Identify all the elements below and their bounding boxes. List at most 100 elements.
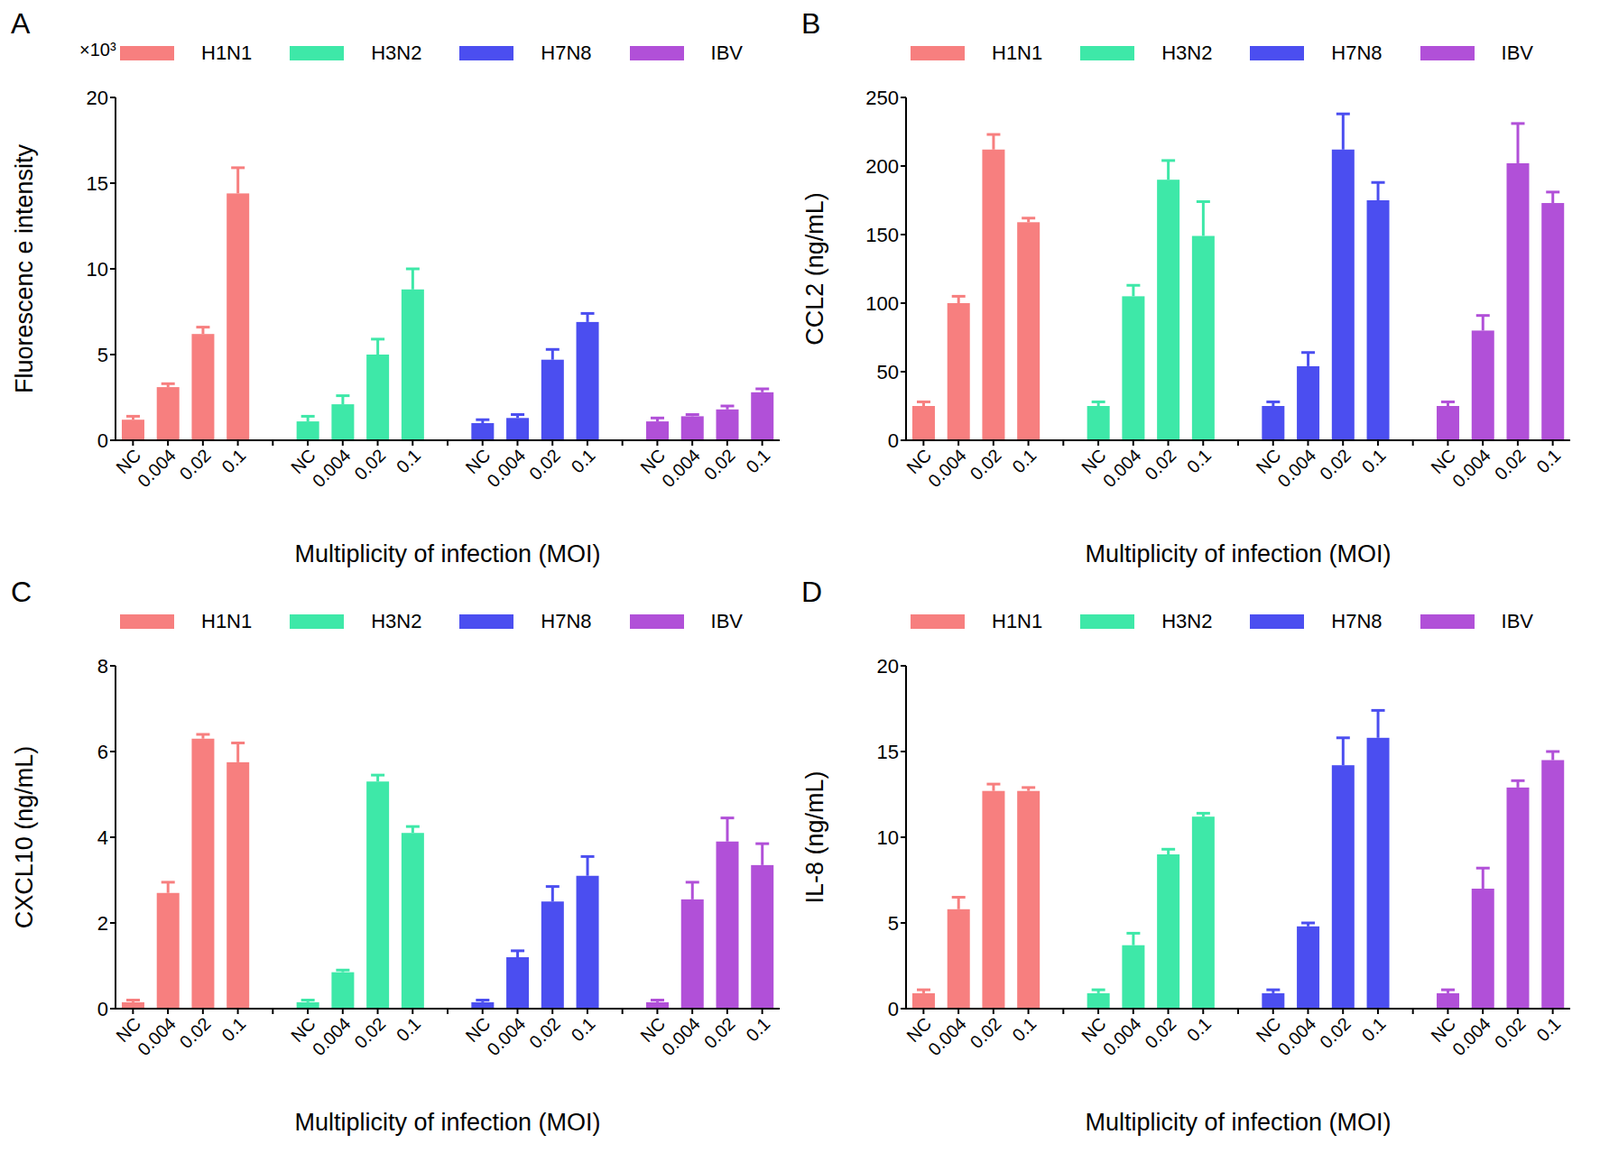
svg-text:0.1: 0.1 [567,1013,600,1046]
svg-text:0.1: 0.1 [392,444,425,477]
html-text:H3N2: H3N2 [1161,41,1213,65]
svg-text:0.004: 0.004 [1099,1013,1146,1060]
svg-text:2: 2 [97,912,109,935]
svg-text:0.1: 0.1 [1532,444,1564,477]
svg-text:0.02: 0.02 [966,444,1006,484]
svg-text:8: 8 [97,655,109,678]
svg-text:Fluorescenc e intensity: Fluorescenc e intensity [10,143,38,394]
svg-text:10: 10 [877,826,899,850]
svg-text:5: 5 [97,343,109,367]
svg-text:0.1: 0.1 [1183,1013,1215,1046]
html-text:H1N1: H1N1 [201,41,253,65]
svg-text:0.1: 0.1 [217,1013,250,1046]
svg-text:0.1: 0.1 [1183,444,1215,477]
svg-text:0.004: 0.004 [1099,444,1146,491]
svg-text:0.02: 0.02 [700,444,740,484]
html-text:H7N8: H7N8 [1331,41,1383,65]
svg-text:NC: NC [1252,1013,1285,1047]
svg-text:0.004: 0.004 [1273,444,1320,491]
svg-text:0: 0 [97,429,109,453]
svg-text:10: 10 [86,258,109,281]
svg-text:0.02: 0.02 [1490,444,1530,484]
svg-text:15: 15 [86,172,109,195]
html-text:H7N8: H7N8 [540,41,592,65]
svg-text:Multiplicity of infection (MOI: Multiplicity of infection (MOI) [294,540,601,568]
svg-text:0.004: 0.004 [924,444,971,491]
svg-text:0.004: 0.004 [133,444,180,491]
svg-text:Multiplicity of infection (MOI: Multiplicity of infection (MOI) [294,1109,601,1137]
html-text:H1N1: H1N1 [991,41,1043,65]
svg-text:200: 200 [865,155,899,178]
svg-text:NC: NC [1077,1013,1110,1047]
svg-text:0.004: 0.004 [1448,1013,1495,1060]
svg-text:0.1: 0.1 [1358,1013,1390,1046]
svg-text:0.004: 0.004 [1273,1013,1320,1060]
svg-text:0.02: 0.02 [1315,444,1355,484]
svg-text:NC: NC [902,1013,936,1047]
svg-text:0.004: 0.004 [657,1013,704,1060]
svg-text:NC: NC [1427,445,1460,478]
svg-text:0.1: 0.1 [1008,1013,1040,1046]
svg-text:0.1: 0.1 [1008,444,1040,477]
svg-text:0.02: 0.02 [525,1013,565,1053]
svg-text:0.02: 0.02 [350,444,389,484]
svg-text:0.02: 0.02 [1490,1013,1530,1053]
svg-text:NC: NC [636,445,669,478]
svg-text:20: 20 [86,86,109,110]
svg-text:150: 150 [865,223,899,247]
svg-text:0.1: 0.1 [392,1013,425,1046]
svg-text:0.004: 0.004 [133,1013,180,1060]
svg-text:0.02: 0.02 [350,1013,389,1053]
svg-text:NC: NC [1077,445,1110,478]
svg-text:6: 6 [97,740,109,764]
svg-text:0: 0 [97,998,109,1021]
svg-text:Multiplicity of infection (MOI: Multiplicity of infection (MOI) [1084,1109,1391,1137]
html-text:H3N2: H3N2 [371,41,422,65]
svg-text:4: 4 [97,826,109,850]
svg-text:NC: NC [286,445,320,478]
svg-text:NC: NC [286,1013,320,1047]
svg-text:NC: NC [636,1013,669,1047]
svg-text:Multiplicity of infection (MOI: Multiplicity of infection (MOI) [1084,540,1391,568]
svg-text:0.1: 0.1 [1358,444,1390,477]
svg-text:0.004: 0.004 [924,1013,971,1060]
svg-text:0.02: 0.02 [966,1013,1006,1053]
svg-text:0.1: 0.1 [217,444,250,477]
svg-text:0.02: 0.02 [1140,444,1180,484]
svg-text:0.004: 0.004 [482,444,529,491]
svg-text:0.004: 0.004 [308,444,355,491]
svg-text:0.004: 0.004 [1448,444,1495,491]
svg-text:0.004: 0.004 [482,1013,529,1060]
svg-text:0.1: 0.1 [741,1013,774,1046]
svg-text:0.004: 0.004 [657,444,704,491]
svg-text:CCL2 (ng/mL): CCL2 (ng/mL) [801,192,829,346]
svg-text:0: 0 [887,998,899,1021]
svg-text:NC: NC [461,445,495,478]
svg-text:0.02: 0.02 [1315,1013,1355,1053]
svg-text:NC: NC [1427,1013,1460,1047]
svg-text:15: 15 [877,740,899,764]
svg-text:NC: NC [112,1013,145,1047]
svg-text:NC: NC [112,445,145,478]
html-text:IBV: IBV [710,41,743,65]
svg-text:0.1: 0.1 [567,444,600,477]
svg-text:50: 50 [877,360,899,384]
svg-text:0.004: 0.004 [308,1013,355,1060]
svg-text:20: 20 [877,655,899,678]
svg-text:CXCL10 (ng/mL): CXCL10 (ng/mL) [10,746,38,930]
svg-text:100: 100 [865,292,899,315]
svg-text:0.02: 0.02 [525,444,565,484]
svg-text:NC: NC [902,445,936,478]
svg-text:NC: NC [461,1013,495,1047]
svg-text:5: 5 [887,912,899,935]
svg-text:0.02: 0.02 [175,1013,215,1053]
svg-text:0.02: 0.02 [175,444,215,484]
svg-text:0.02: 0.02 [1140,1013,1180,1053]
svg-text:0.1: 0.1 [1532,1013,1564,1046]
svg-text:NC: NC [1252,445,1285,478]
svg-text:0.02: 0.02 [700,1013,740,1053]
svg-text:0.1: 0.1 [741,444,774,477]
svg-text:IL-8 (ng/mL): IL-8 (ng/mL) [801,770,829,904]
svg-text:250: 250 [865,86,899,110]
svg-text:0: 0 [887,429,899,453]
